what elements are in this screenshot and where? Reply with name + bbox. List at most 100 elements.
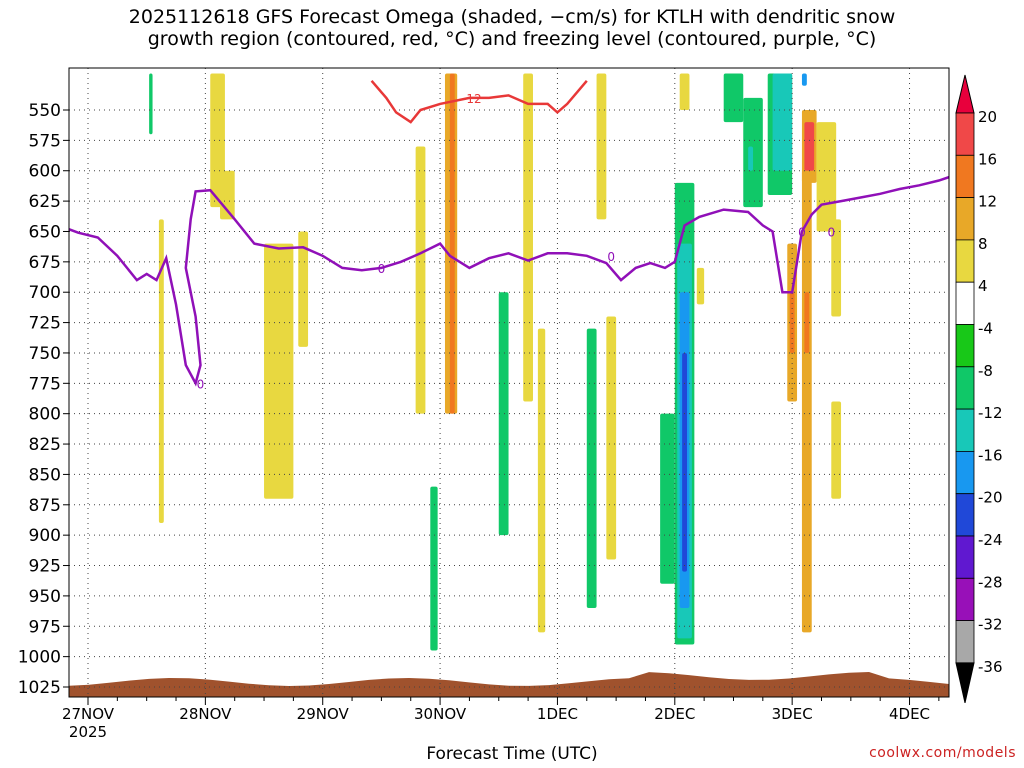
omega-region xyxy=(804,122,815,171)
y-tick-label: 750 xyxy=(29,344,61,364)
y-tick-label: 975 xyxy=(29,617,61,637)
y-tick-label: 1025 xyxy=(18,678,61,698)
y-tick-label: 950 xyxy=(29,587,61,607)
colorbar-segment xyxy=(955,154,975,199)
colorbar-segment xyxy=(955,324,975,368)
omega-region xyxy=(816,122,837,232)
colorbar-segment xyxy=(955,535,975,579)
omega-region xyxy=(831,401,842,499)
y-axis: 550 575 600 625 650 675 700 725 750 775 800 825 850 8… xyxy=(18,101,69,698)
omega-region xyxy=(682,352,688,572)
plot-frame xyxy=(68,67,950,698)
ground-fill xyxy=(69,672,949,697)
x-tick-label: 1DEC xyxy=(537,705,578,723)
colorbar-segment xyxy=(955,366,975,410)
colorbar-label: -8 xyxy=(978,362,993,380)
colorbar-label: -20 xyxy=(978,489,1003,507)
omega-region xyxy=(696,267,705,305)
y-tick-label: 1000 xyxy=(18,648,61,668)
y-tick-label: 575 xyxy=(29,131,61,151)
omega-region xyxy=(298,231,309,347)
chart-title-line1: 2025112618 GFS Forecast Omega (shaded, −… xyxy=(128,6,896,28)
y-tick-label: 850 xyxy=(29,465,61,485)
y-tick-label: 675 xyxy=(29,253,61,273)
omega-region xyxy=(606,316,617,560)
colorbar-label: 16 xyxy=(978,150,997,168)
omega-shading xyxy=(149,73,842,651)
colorbar-segment xyxy=(955,112,975,156)
y-tick-label: 900 xyxy=(29,526,61,546)
x-tick-label: 4DEC xyxy=(889,705,930,723)
x-tick-label: 2DEC xyxy=(654,705,695,723)
omega-region xyxy=(772,73,793,171)
colorbar-segment xyxy=(955,450,975,495)
omega-region xyxy=(523,73,533,402)
colorbar-segment xyxy=(955,577,975,621)
omega-region xyxy=(264,243,294,499)
credit-link[interactable]: coolwx.com/models xyxy=(869,745,1016,761)
y-tick-label: 700 xyxy=(29,283,61,303)
x-tick-label: 3DEC xyxy=(772,705,813,723)
colorbar: 20 16 12 8 4 -4 -8 -12 -16 -20 -24 -28 -32 -36 xyxy=(955,74,1003,704)
y-tick-label: 875 xyxy=(29,496,61,516)
dgz-contour-label: -12 xyxy=(462,92,482,106)
colorbar-label: -24 xyxy=(978,531,1003,549)
omega-region xyxy=(149,73,153,135)
omega-region xyxy=(804,292,810,353)
colorbar-top-arrow xyxy=(955,74,975,114)
freezing-level-label: 0 xyxy=(197,377,205,391)
y-tick-label: 600 xyxy=(29,162,61,182)
omega-region xyxy=(723,73,744,123)
omega-region xyxy=(789,292,795,353)
x-tick-label: 29NOV xyxy=(297,705,350,723)
omega-region xyxy=(158,219,164,524)
y-tick-label: 725 xyxy=(29,314,61,334)
y-tick-label: 650 xyxy=(29,222,61,242)
omega-region xyxy=(415,146,426,414)
omega-region xyxy=(831,219,842,317)
omega-region xyxy=(586,328,597,609)
y-tick-label: 825 xyxy=(29,435,61,455)
colorbar-label: -32 xyxy=(978,616,1003,634)
colorbar-segment xyxy=(955,239,975,283)
colorbar-bottom-arrow xyxy=(955,662,975,704)
colorbar-label: 8 xyxy=(978,235,988,253)
freezing-level-label: 0 xyxy=(798,225,806,239)
colorbar-label: 12 xyxy=(978,193,997,211)
y-tick-label: 550 xyxy=(29,101,61,121)
colorbar-segment xyxy=(955,197,975,241)
freezing-level-label: 0 xyxy=(607,250,615,264)
colorbar-segment xyxy=(955,493,975,537)
y-tick-label: 775 xyxy=(29,374,61,394)
colorbar-label: -28 xyxy=(978,573,1003,591)
colorbar-label: 20 xyxy=(978,108,997,126)
colorbar-label: -4 xyxy=(978,320,993,338)
colorbar-label: -36 xyxy=(978,658,1003,676)
x-axis-label: Forecast Time (UTC) xyxy=(426,744,598,764)
y-tick-label: 625 xyxy=(29,192,61,212)
chart-title: 2025112618 GFS Forecast Omega (shaded, −… xyxy=(0,6,1024,50)
omega-region xyxy=(801,170,812,633)
colorbar-label: -12 xyxy=(978,404,1003,422)
y-tick-label: 925 xyxy=(29,557,61,577)
x-tick-label: 30NOV xyxy=(414,705,467,723)
freezing-level-label: 0 xyxy=(378,262,386,276)
omega-region xyxy=(660,413,675,584)
freezing-level-label: 0 xyxy=(827,225,835,239)
omega-region xyxy=(801,73,807,86)
colorbar-segment xyxy=(955,408,975,452)
omega-region xyxy=(537,328,546,633)
x-tick-sublabel: 2025 xyxy=(69,723,107,741)
omega-region xyxy=(596,73,607,220)
freezing-level-line xyxy=(69,175,949,387)
omega-region xyxy=(748,146,754,171)
y-tick-label: 800 xyxy=(29,405,61,425)
x-tick-label: 27NOV xyxy=(62,705,115,723)
dgz-contour-line xyxy=(370,79,588,124)
colorbar-segment xyxy=(955,620,975,664)
chart-title-line2: growth region (contoured, red, °C) and f… xyxy=(147,28,877,50)
grid-lines xyxy=(69,68,949,697)
colorbar-segment xyxy=(955,281,975,325)
